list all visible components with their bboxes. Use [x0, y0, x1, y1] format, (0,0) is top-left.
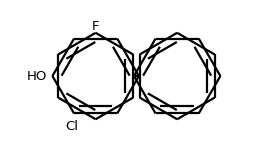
Text: HO: HO: [27, 70, 47, 83]
Text: Cl: Cl: [66, 120, 79, 133]
Text: F: F: [92, 20, 99, 33]
